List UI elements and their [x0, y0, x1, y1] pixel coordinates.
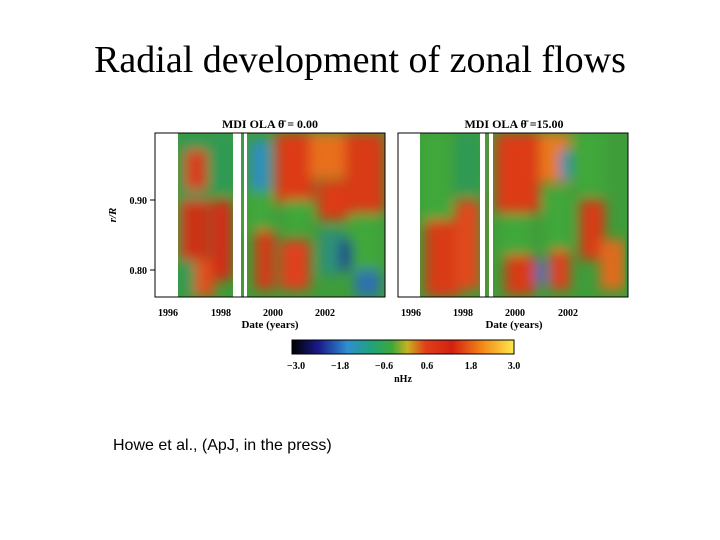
left-panel-title: MDI OLA θ̄ = 0.00 — [222, 117, 318, 131]
colorbar: −3.0 −1.8 −0.6 0.6 1.8 3.0 nHz — [287, 339, 521, 385]
xtick-label-2000-left: 2000 — [263, 308, 283, 319]
xtick-label-1998-left: 1998 — [211, 308, 231, 319]
right-heatmap — [398, 133, 628, 297]
ytick-label-090: 0.90 — [130, 196, 148, 207]
left-panel: MDI OLA θ̄ = 0.00 — [107, 117, 386, 331]
colorbar-gradient — [291, 339, 515, 355]
left-heatmap — [155, 133, 385, 297]
colorbar-tick-label: 0.6 — [421, 361, 434, 372]
right-panel: MDI OLA θ̄ =15.00 — [397, 117, 629, 331]
colorbar-tick-label: −3.0 — [287, 361, 305, 372]
colorbar-tick-label: −1.8 — [331, 361, 349, 372]
xtick-label-1996-left: 1996 — [158, 308, 178, 319]
xtick-label-2002-right: 2002 — [558, 308, 578, 319]
colorbar-unit: nHz — [394, 374, 412, 385]
xtick-label-2000-right: 2000 — [505, 308, 525, 319]
ytick-label-080: 0.80 — [130, 266, 148, 277]
right-panel-title: MDI OLA θ̄ =15.00 — [464, 117, 563, 131]
citation: Howe et al., (ApJ, in the press) — [113, 437, 332, 454]
colorbar-tick-label: 1.8 — [465, 361, 478, 372]
xtick-label-1996-right: 1996 — [401, 308, 421, 319]
xtick-label-1998-right: 1998 — [453, 308, 473, 319]
xlabel-left: Date (years) — [241, 319, 298, 331]
xtick-label-2002-left: 2002 — [315, 308, 335, 319]
colorbar-tick-label: −0.6 — [375, 361, 393, 372]
xlabel-right: Date (years) — [485, 319, 542, 331]
slide-title: Radial development of zonal flows — [94, 39, 626, 81]
ylabel: r/R — [107, 208, 119, 223]
colorbar-tick-label: 3.0 — [508, 361, 521, 372]
